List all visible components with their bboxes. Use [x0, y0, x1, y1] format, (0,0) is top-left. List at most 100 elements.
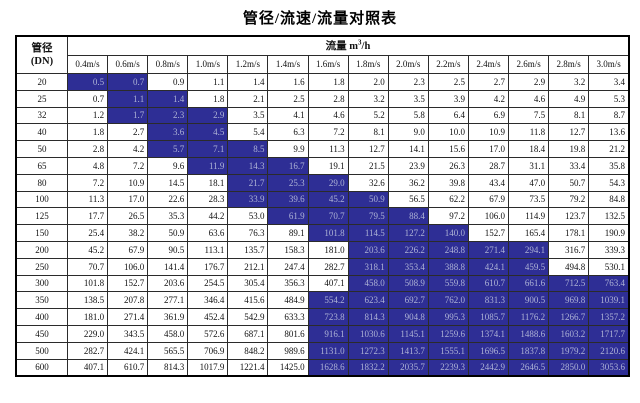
corner-header-line2: (DN): [30, 56, 54, 67]
flow-cell: 14.5: [147, 173, 189, 192]
flow-cell: 458.0: [347, 274, 389, 293]
flow-cell: 1085.7: [467, 308, 510, 326]
flow-cell: 3.2: [548, 73, 590, 91]
flow-cell: 4.6: [307, 106, 349, 125]
dn-cell: 150: [15, 224, 68, 242]
flow-cell: 43.4: [467, 173, 510, 192]
flow-cell: 2442.9: [467, 358, 510, 377]
flow-cell: 176.7: [187, 257, 229, 276]
flow-cell: 969.8: [548, 291, 590, 310]
flow-cell: 995.3: [427, 308, 469, 326]
flow-cell: 271.4: [467, 240, 510, 259]
flow-cell: 1266.7: [548, 308, 590, 326]
dn-cell: 20: [15, 73, 68, 91]
flow-cell: 6.4: [427, 106, 469, 125]
flow-cell: 14.3: [227, 156, 269, 175]
flow-cell: 1.8: [307, 73, 349, 91]
flow-cell: 11.9: [187, 156, 229, 175]
flow-cell: 25.4: [66, 224, 109, 242]
velocity-header: 0.8m/s: [147, 54, 189, 74]
flow-cell: 50.9: [147, 224, 189, 242]
flow-cell: 79.2: [548, 190, 590, 209]
table-row: 150 25.4 38.2 50.9 63.6 76.3 89.1 101.8 114.5 127…: [15, 224, 630, 242]
flow-cell: 12.7: [548, 123, 590, 142]
dn-cell: 350: [15, 291, 68, 310]
flow-cell: 19.1: [307, 156, 349, 175]
flow-cell: 67.9: [467, 190, 510, 209]
flow-unit-prefix: 流量 m: [325, 41, 359, 53]
flow-cell: 801.6: [267, 324, 309, 343]
flow-cell: 70.7: [307, 207, 349, 226]
flow-cell: 831.3: [467, 291, 510, 310]
flow-cell: 203.6: [147, 274, 189, 293]
table-row: 125 17.7 26.5 35.3 44.2 53.0 61.9 70.7 79.5 88.4 9…: [15, 207, 630, 226]
flow-cell: 723.8: [307, 308, 349, 326]
flow-cell: 84.8: [588, 190, 630, 209]
flow-cell: 254.5: [187, 274, 229, 293]
flow-cell: 2.0: [347, 73, 389, 91]
flow-cell: 25.3: [267, 173, 309, 192]
table-row: 500 282.7 424.1 565.5 706.9 848.2 989.6 1131.0 1…: [15, 341, 630, 360]
flow-cell: 247.4: [267, 257, 309, 276]
flow-cell: 3053.6: [588, 358, 630, 377]
flow-cell: 353.4: [387, 257, 429, 276]
flow-cell: 904.8: [387, 308, 429, 326]
flow-cell: 459.5: [508, 257, 550, 276]
flow-cell: 452.4: [187, 308, 229, 326]
flow-cell: 712.5: [548, 274, 590, 293]
flow-cell: 1413.7: [387, 341, 429, 360]
flow-cell: 7.2: [307, 123, 349, 142]
flow-cell: 1017.9: [187, 358, 229, 377]
flow-cell: 1.2: [66, 106, 109, 125]
flow-cell: 692.7: [387, 291, 429, 310]
flow-cell: 1374.1: [467, 324, 510, 343]
flow-cell: 282.7: [307, 257, 349, 276]
flow-cell: 11.3: [66, 190, 109, 209]
flow-cell: 346.4: [187, 291, 229, 310]
flow-cell: 4.9: [548, 89, 590, 108]
flow-cell: 28.7: [467, 156, 510, 175]
flow-cell: 1696.5: [467, 341, 510, 360]
flow-cell: 1176.2: [508, 308, 550, 326]
flow-cell: 165.4: [508, 224, 550, 242]
flow-cell: 123.7: [548, 207, 590, 226]
flow-cell: 530.1: [588, 257, 630, 276]
dn-cell: 32: [15, 106, 68, 125]
table-row: 400 181.0 271.4 361.9 452.4 542.9 633.3 723.8 81…: [15, 308, 630, 326]
flow-cell: 36.2: [387, 173, 429, 192]
flow-cell: 18.1: [187, 173, 229, 192]
velocity-header: 2.0m/s: [387, 54, 429, 74]
flow-unit-superscript: 3: [358, 38, 362, 47]
flow-cell: 633.3: [267, 308, 309, 326]
flow-cell: 814.3: [147, 358, 189, 377]
flow-cell: 113.1: [187, 240, 229, 259]
flow-cell: 1.4: [227, 73, 269, 91]
flow-cell: 106.0: [107, 257, 149, 276]
flow-cell: 1.1: [187, 73, 229, 91]
flow-cell: 3.6: [147, 123, 189, 142]
flow-cell: 35.8: [588, 156, 630, 175]
table-row: 200 45.2 67.9 90.5 113.1 135.7 158.3 181.0 203.6…: [15, 240, 630, 259]
flow-cell: 89.1: [267, 224, 309, 242]
flow-cell: 39.6: [267, 190, 309, 209]
flow-cell: 1425.0: [267, 358, 309, 377]
flow-cell: 1.4: [147, 89, 189, 108]
flow-cell: 8.1: [347, 123, 389, 142]
table-row: 80 7.2 10.9 14.5 18.1 21.7 25.3 29.0 32.6 36.2 39.…: [15, 173, 630, 192]
flow-cell: 989.6: [267, 341, 309, 360]
header-row-top: 管径 (DN) 流量 m3/h: [15, 35, 630, 74]
flow-cell: 35.3: [147, 207, 189, 226]
flow-cell: 101.8: [66, 274, 109, 293]
flow-cell: 1.1: [107, 89, 149, 108]
flow-cell: 0.9: [147, 73, 189, 91]
flow-cell: 88.4: [387, 207, 429, 226]
flow-cell: 388.8: [427, 257, 469, 276]
flow-cell: 1.6: [267, 73, 309, 91]
flow-cell: 33.9: [227, 190, 269, 209]
flow-cell: 318.1: [347, 257, 389, 276]
table-header: 管径 (DN) 流量 m3/h 0.4m/s 0.6m/s 0.8m/s 1.0m/s…: [15, 35, 630, 74]
dn-cell: 600: [15, 358, 68, 377]
dn-cell: 500: [15, 341, 68, 360]
flow-cell: 3.5: [387, 89, 429, 108]
flow-cell: 70.7: [66, 257, 109, 276]
